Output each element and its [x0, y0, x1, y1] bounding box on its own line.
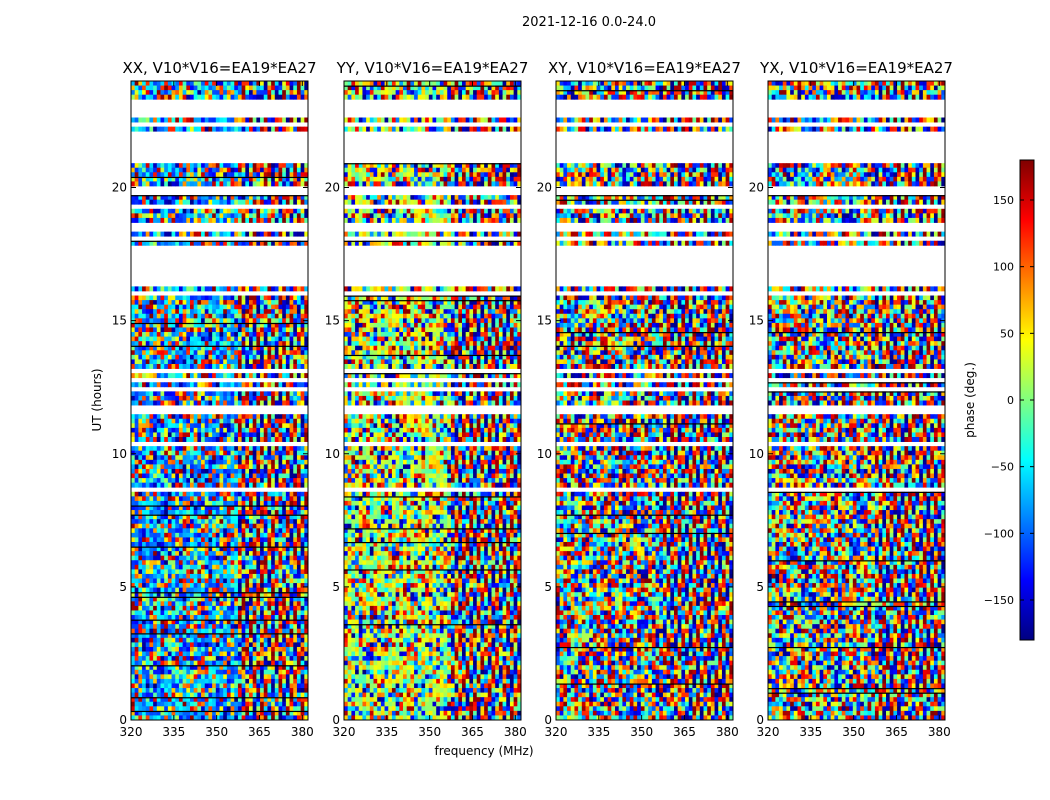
y-tick-label: 10	[537, 447, 552, 461]
y-tick-label: 20	[749, 181, 764, 195]
colorbar-tick-label: 0	[1007, 394, 1014, 407]
x-tick-label: 380	[291, 725, 314, 739]
y-tick-label: 5	[756, 580, 764, 594]
x-tick-label: 335	[799, 725, 822, 739]
panel-yy: YY, V10*V16=EA19*EA27 320 335 350 365 380 0 5 10…	[325, 59, 529, 739]
panel-title-yy: YY, V10*V16=EA19*EA27	[336, 59, 529, 77]
x-tick-label: 365	[885, 725, 908, 739]
phase-heatmap-xx	[131, 81, 308, 720]
x-tick-label: 335	[375, 725, 398, 739]
x-tick-label: 335	[162, 725, 185, 739]
x-tick-label: 380	[504, 725, 527, 739]
panel-frame-yx	[767, 80, 946, 721]
colorbar-tick-label: −100	[984, 527, 1014, 540]
panel-yx: YX, V10*V16=EA19*EA27 320 335 350 365 380 0 5 10…	[749, 59, 953, 739]
panel-xy: XY, V10*V16=EA19*EA27 320 335 350 365 380 0 5 10…	[537, 59, 741, 739]
x-tick-label: 350	[630, 725, 653, 739]
y-tick-label: 15	[749, 314, 764, 328]
x-tick-label: 350	[842, 725, 865, 739]
phase-heatmap-yx	[768, 81, 945, 720]
x-tick-label: 320	[757, 725, 780, 739]
x-tick-label: 350	[205, 725, 228, 739]
figure-suptitle: 2021-12-16 0.0-24.0	[522, 15, 656, 30]
panels: XX, V10*V16=EA19*EA27 320 335 350 365 380 0 5 10…	[112, 59, 953, 739]
x-tick-label: 365	[248, 725, 271, 739]
colorbar-label: phase (deg.)	[963, 362, 977, 438]
panel-frame-yy	[343, 80, 522, 721]
y-axis-label: UT (hours)	[90, 368, 104, 431]
y-tick-label: 15	[537, 314, 552, 328]
colorbar: −150 −100 −50 0 50 100 150 phase (deg.)	[963, 159, 1035, 641]
colorbar-tick-label: −50	[991, 461, 1014, 474]
x-tick-label: 320	[545, 725, 568, 739]
y-tick-label: 5	[544, 580, 552, 594]
panel-title-xx: XX, V10*V16=EA19*EA27	[122, 59, 316, 77]
colorbar-tick-label: 100	[993, 261, 1014, 274]
y-tick-label: 0	[544, 713, 552, 727]
colorbar-tick-label: 50	[1000, 327, 1014, 340]
y-tick-label: 10	[325, 447, 340, 461]
phase-heatmap-xy	[556, 81, 733, 720]
panel-frame-xx	[130, 80, 309, 721]
x-tick-label: 320	[333, 725, 356, 739]
x-tick-label: 365	[673, 725, 696, 739]
y-tick-label: 15	[112, 314, 127, 328]
y-tick-label: 10	[112, 447, 127, 461]
x-tick-label: 335	[587, 725, 610, 739]
x-tick-label: 380	[716, 725, 739, 739]
x-axis-label: frequency (MHz)	[434, 744, 533, 758]
x-tick-label: 365	[461, 725, 484, 739]
y-tick-label: 0	[756, 713, 764, 727]
panel-title-xy: XY, V10*V16=EA19*EA27	[548, 59, 741, 77]
y-tick-label: 0	[332, 713, 340, 727]
x-tick-label: 320	[120, 725, 143, 739]
x-tick-label: 350	[418, 725, 441, 739]
y-tick-label: 20	[325, 181, 340, 195]
x-tick-label: 380	[928, 725, 951, 739]
y-tick-label: 5	[332, 580, 340, 594]
y-tick-label: 20	[112, 181, 127, 195]
y-tick-label: 20	[537, 181, 552, 195]
colorbar-tick-label: 150	[993, 194, 1014, 207]
phase-heatmap-yy	[344, 81, 521, 720]
panel-frame-xy	[555, 80, 734, 721]
y-tick-label: 5	[119, 580, 127, 594]
panel-xx: XX, V10*V16=EA19*EA27 320 335 350 365 380 0 5 10…	[112, 59, 317, 739]
y-tick-label: 0	[119, 713, 127, 727]
colorbar-ticks: −150 −100 −50 0 50 100 150	[984, 194, 1034, 607]
y-tick-label: 15	[325, 314, 340, 328]
panel-title-yx: YX, V10*V16=EA19*EA27	[759, 59, 953, 77]
colorbar-tick-label: −150	[984, 594, 1014, 607]
y-tick-label: 10	[749, 447, 764, 461]
